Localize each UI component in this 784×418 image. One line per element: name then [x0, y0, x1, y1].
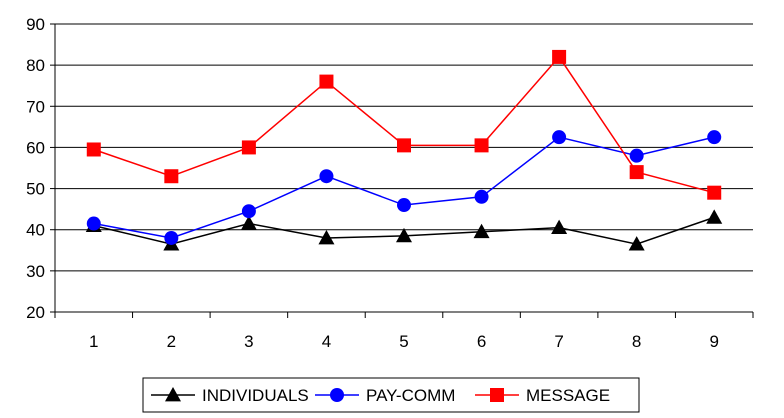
- data-point: [397, 198, 411, 213]
- data-point: [86, 142, 101, 157]
- data-point: [707, 130, 722, 145]
- data-point: [164, 230, 179, 245]
- y-tick-label: 60: [26, 138, 45, 157]
- data-point: [552, 49, 567, 64]
- x-tick-label: 7: [554, 332, 563, 351]
- data-point: [706, 209, 723, 224]
- x-tick-label: 2: [167, 332, 176, 351]
- series-message: [86, 49, 722, 200]
- legend-box: [142, 377, 640, 413]
- x-tick-label: 5: [399, 332, 408, 351]
- legend-marker: [490, 388, 504, 402]
- y-tick-label: 40: [26, 221, 45, 240]
- data-point: [552, 130, 567, 145]
- x-tick-label: 4: [322, 332, 331, 351]
- data-point: [473, 223, 490, 239]
- gridlines: [55, 23, 753, 313]
- data-point: [629, 165, 644, 180]
- data-point: [240, 215, 257, 230]
- legend-marker: [165, 387, 181, 402]
- data-point: [396, 227, 412, 243]
- legend-label: PAY-COMM: [366, 386, 455, 405]
- data-point: [628, 236, 645, 251]
- series-group: [85, 49, 723, 251]
- series-line: [93, 55, 715, 194]
- data-point: [164, 169, 179, 184]
- data-point: [318, 229, 335, 245]
- x-tick-label: 1: [89, 332, 98, 351]
- y-tick-label: 20: [26, 303, 45, 322]
- axes: [54, 24, 753, 313]
- x-tick-label: 9: [709, 332, 718, 351]
- y-tick-label: 80: [26, 56, 45, 75]
- legend-label: INDIVIDUALS: [202, 386, 309, 405]
- series-pay-comm: [86, 130, 722, 245]
- data-point: [707, 185, 722, 200]
- y-tick-label: 90: [26, 15, 45, 34]
- y-tick-label: 30: [26, 262, 45, 281]
- data-point: [86, 216, 101, 231]
- data-point: [241, 204, 256, 219]
- data-point: [397, 138, 411, 153]
- data-point: [551, 219, 568, 235]
- x-tick-label: 3: [244, 332, 253, 351]
- data-point: [241, 140, 256, 155]
- data-point: [629, 148, 644, 163]
- x-tick-label: 8: [632, 332, 641, 351]
- y-tick-label: 70: [26, 97, 45, 116]
- data-point: [474, 189, 489, 204]
- legend-label: MESSAGE: [526, 386, 610, 405]
- legend: INDIVIDUALS PAY-COMM MESSAGE: [142, 377, 640, 413]
- y-axis-ticks: 20 30 40 50 60 70 80 90: [26, 15, 55, 322]
- data-point: [319, 74, 334, 89]
- x-tick-label: 6: [477, 332, 486, 351]
- y-tick-label: 50: [26, 180, 45, 199]
- data-point: [474, 138, 489, 153]
- legend-marker: [330, 388, 344, 402]
- x-axis-ticks: 1 2 3 4 5 6 7 8 9: [54, 312, 754, 351]
- data-point: [319, 169, 334, 184]
